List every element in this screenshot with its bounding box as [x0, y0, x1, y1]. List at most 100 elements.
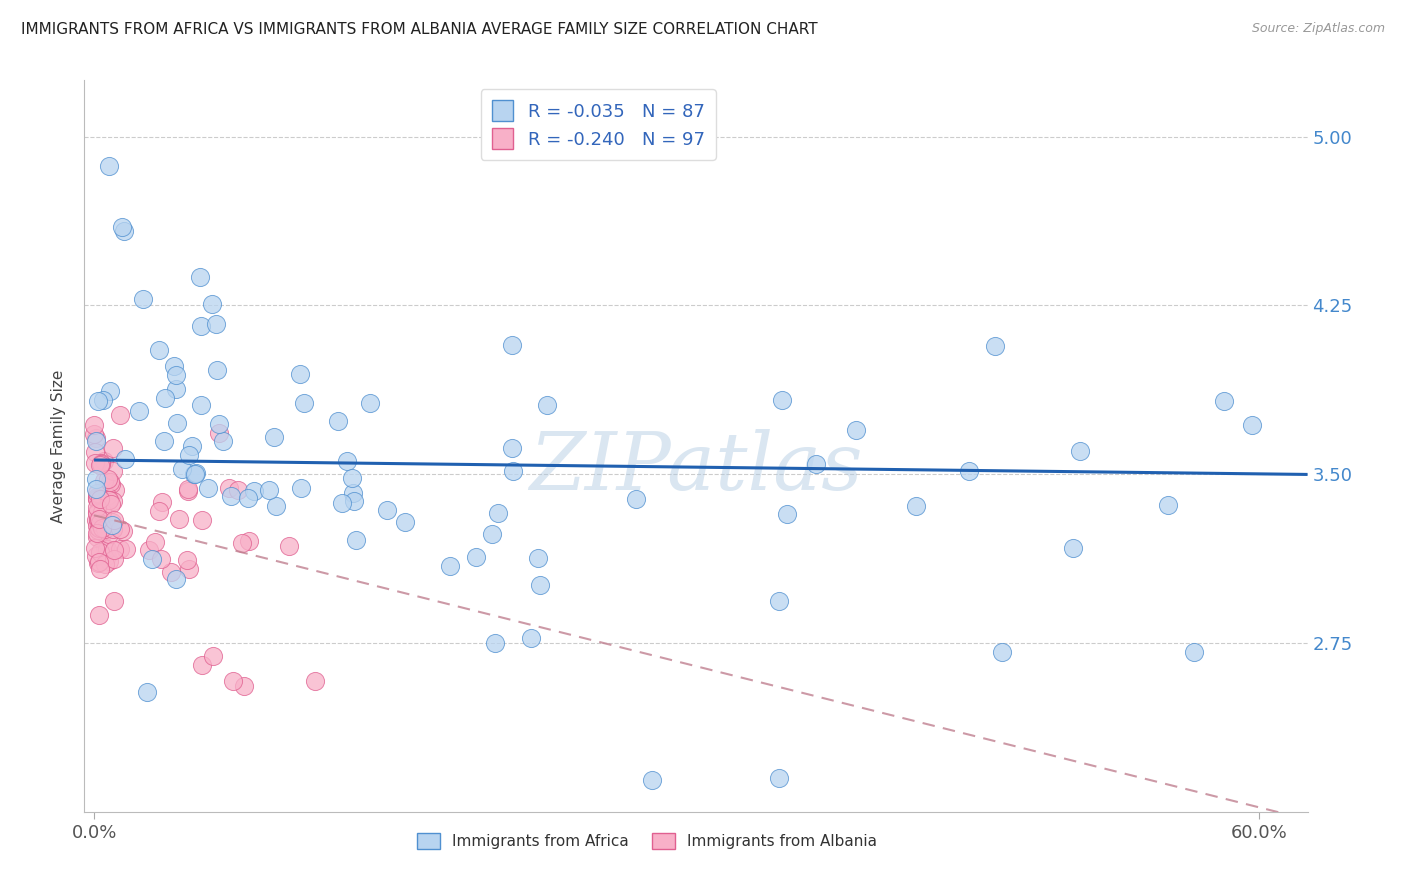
Point [86, 525, 108, 540]
Point [97, 472, 120, 486]
Point [128, 404, 150, 418]
Point [484, 636, 506, 650]
Point [770, 392, 793, 407]
Point [184, 466, 207, 480]
Point [1240, 418, 1263, 433]
Point [181, 439, 204, 453]
Point [84, 434, 107, 448]
Point [183, 467, 205, 482]
Point [340, 470, 363, 484]
Point [83, 444, 105, 458]
Point [263, 430, 285, 444]
Point [86, 514, 108, 528]
Point [222, 674, 245, 689]
Point [806, 457, 828, 471]
Point [184, 467, 207, 482]
Point [83, 426, 105, 441]
Point [201, 649, 224, 664]
Point [520, 632, 543, 646]
Point [326, 414, 349, 428]
Point [98, 475, 121, 489]
Point [87, 393, 110, 408]
Point [481, 527, 503, 541]
Point [153, 434, 176, 448]
Point [238, 534, 260, 549]
Point [135, 684, 157, 698]
Point [232, 679, 254, 693]
Point [218, 481, 240, 495]
Point [502, 464, 524, 478]
Point [86, 530, 108, 544]
Point [219, 489, 242, 503]
Point [143, 535, 166, 549]
Point [103, 513, 125, 527]
Point [330, 496, 353, 510]
Point [204, 318, 226, 332]
Point [97, 159, 120, 173]
Point [84, 541, 107, 555]
Point [179, 561, 201, 575]
Point [90, 529, 112, 543]
Point [87, 556, 110, 570]
Point [86, 491, 108, 506]
Point [115, 541, 138, 556]
Point [177, 482, 200, 496]
Point [90, 521, 112, 535]
Point [845, 423, 868, 437]
Point [90, 515, 112, 529]
Point [163, 359, 186, 373]
Point [148, 343, 170, 358]
Y-axis label: Average Family Size: Average Family Size [51, 369, 66, 523]
Point [768, 771, 790, 785]
Point [304, 674, 326, 689]
Point [104, 483, 127, 497]
Point [98, 554, 121, 568]
Point [160, 565, 183, 579]
Point [208, 417, 231, 431]
Point [108, 523, 131, 537]
Point [91, 392, 114, 407]
Point [138, 543, 160, 558]
Point [768, 593, 790, 607]
Point [501, 441, 523, 455]
Point [89, 492, 111, 507]
Point [89, 516, 111, 531]
Point [86, 506, 108, 520]
Point [110, 408, 132, 422]
Point [141, 552, 163, 566]
Point [86, 500, 108, 515]
Point [278, 539, 301, 553]
Point [336, 454, 359, 468]
Point [101, 494, 124, 508]
Point [344, 533, 367, 548]
Point [83, 417, 105, 432]
Point [641, 773, 664, 788]
Point [101, 464, 124, 478]
Point [226, 483, 249, 498]
Point [90, 457, 112, 471]
Point [84, 431, 107, 445]
Point [86, 490, 108, 504]
Point [94, 557, 117, 571]
Point [153, 391, 176, 405]
Point [177, 448, 200, 462]
Point [957, 464, 980, 478]
Point [292, 396, 315, 410]
Point [190, 318, 212, 333]
Point [103, 594, 125, 608]
Point [290, 481, 312, 495]
Point [89, 545, 111, 559]
Point [96, 549, 118, 563]
Point [264, 500, 287, 514]
Point [465, 550, 488, 565]
Point [86, 485, 108, 500]
Point [93, 454, 115, 468]
Point [86, 505, 108, 519]
Point [1182, 645, 1205, 659]
Point [98, 384, 121, 398]
Point [243, 484, 266, 499]
Point [132, 292, 155, 306]
Point [89, 516, 111, 531]
Point [100, 515, 122, 529]
Point [501, 338, 523, 352]
